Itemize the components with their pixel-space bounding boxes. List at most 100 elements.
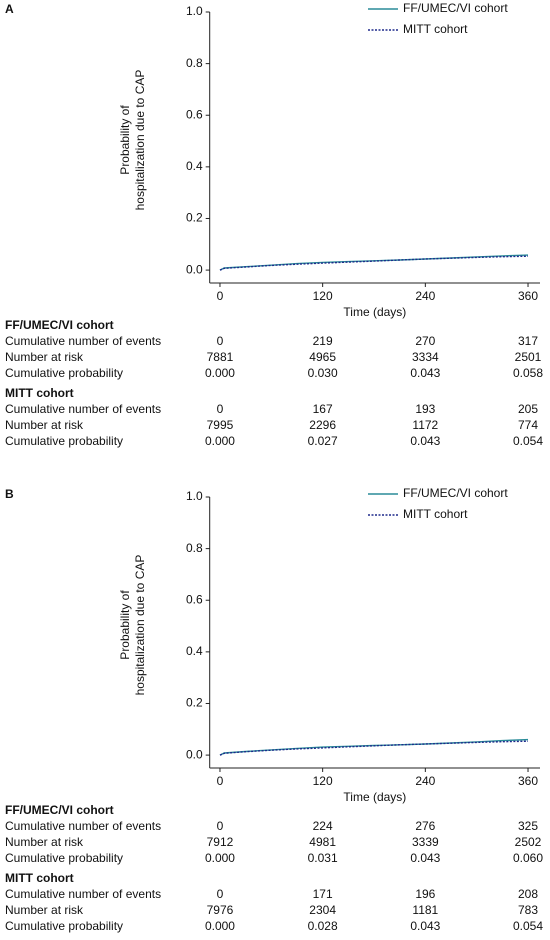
legend-label: MITT cohort	[403, 22, 468, 36]
table-cell: 171	[313, 887, 333, 901]
table-cell: 0	[217, 402, 224, 416]
table-cell: 3339	[412, 835, 439, 849]
km-curve	[219, 255, 529, 271]
table-group-title: MITT cohort	[5, 386, 74, 400]
y-tick-label: 1.0	[186, 489, 203, 503]
x-tick-label: 240	[415, 289, 435, 303]
table-cell: 783	[518, 903, 538, 917]
table-row-label: Cumulative number of events	[5, 334, 161, 348]
y-tick-label: 0.0	[186, 747, 203, 761]
x-tick-label: 360	[518, 289, 538, 303]
table-row-label: Number at risk	[5, 418, 84, 432]
x-tick-label: 0	[217, 774, 224, 788]
table-cell: 1172	[412, 418, 438, 432]
table-cell: 0.054	[513, 434, 543, 448]
table-cell: 0.043	[410, 919, 440, 933]
table-cell: 7912	[207, 835, 234, 849]
table-cell: 0.058	[513, 366, 543, 380]
table-cell: 2501	[515, 350, 542, 364]
table-cell: 4965	[309, 350, 336, 364]
table-cell: 2502	[515, 835, 542, 849]
y-tick-label: 0.0	[186, 262, 203, 276]
table-cell: 1181	[412, 903, 438, 917]
table-row-label: Cumulative probability	[5, 366, 123, 380]
table-cell: 276	[415, 819, 435, 833]
table-cell: 205	[518, 402, 538, 416]
table-cell: 196	[415, 887, 435, 901]
table-cell: 317	[518, 334, 538, 348]
y-axis-title: hospitalization due to CAP	[133, 555, 147, 696]
table-group-title: FF/UMEC/VI cohort	[5, 803, 114, 817]
table-cell: 0.043	[410, 851, 440, 865]
table-row-label: Cumulative probability	[5, 851, 123, 865]
legend-label: FF/UMEC/VI cohort	[403, 486, 508, 500]
table-cell: 0.000	[205, 434, 235, 448]
x-tick-label: 120	[313, 774, 333, 788]
table-cell: 0.000	[205, 366, 235, 380]
table-cell: 208	[518, 887, 538, 901]
table-cell: 0.000	[205, 851, 235, 865]
y-tick-label: 1.0	[186, 4, 203, 18]
table-cell: 7995	[207, 418, 234, 432]
table-cell: 2304	[309, 903, 336, 917]
table-row-label: Number at risk	[5, 350, 84, 364]
y-tick-label: 0.8	[186, 56, 203, 70]
table-cell: 7881	[207, 350, 234, 364]
table-cell: 270	[415, 334, 435, 348]
y-axis-title: Probability of	[118, 590, 132, 660]
table-group-title: FF/UMEC/VI cohort	[5, 318, 114, 332]
panel: B 0.0 0.2 0.4 0.6 0.8 1.0 0 120 240 360 Time (days)…	[5, 486, 543, 933]
table-cell: 0	[217, 819, 224, 833]
y-tick-label: 0.6	[186, 107, 203, 121]
table-row-label: Cumulative number of events	[5, 402, 161, 416]
y-tick-label: 0.4	[186, 159, 203, 173]
table-cell: 0.030	[308, 366, 338, 380]
legend-label: MITT cohort	[403, 507, 468, 521]
table-cell: 774	[518, 418, 538, 432]
table-cell: 0.031	[308, 851, 338, 865]
panel-label: A	[5, 2, 14, 16]
y-tick-label: 0.2	[186, 211, 203, 225]
table-cell: 0.028	[308, 919, 338, 933]
table-row-label: Cumulative number of events	[5, 887, 161, 901]
legend-label: FF/UMEC/VI cohort	[403, 1, 508, 15]
km-curve	[219, 740, 529, 756]
panel-label: B	[5, 487, 14, 501]
table-cell: 193	[415, 402, 435, 416]
table-cell: 0.043	[410, 366, 440, 380]
table-cell: 167	[313, 402, 333, 416]
table-cell: 0	[217, 887, 224, 901]
km-curve	[219, 738, 529, 756]
table-row-label: Cumulative probability	[5, 919, 123, 933]
km-curve	[219, 254, 529, 271]
y-tick-label: 0.2	[186, 696, 203, 710]
x-axis-title: Time (days)	[343, 790, 406, 804]
table-cell: 3334	[412, 350, 439, 364]
table-cell: 0.043	[410, 434, 440, 448]
y-tick-label: 0.6	[186, 592, 203, 606]
table-cell: 7976	[207, 903, 234, 917]
table-group-title: MITT cohort	[5, 871, 74, 885]
table-cell: 4981	[309, 835, 336, 849]
table-cell: 2296	[309, 418, 336, 432]
y-axis-title: Probability of	[118, 105, 132, 175]
y-tick-label: 0.8	[186, 541, 203, 555]
panel: A 0.0 0.2 0.4 0.6 0.8 1.0 0 120 240 360 Time (days)…	[5, 1, 543, 448]
table-cell: 0.027	[308, 434, 338, 448]
table-row-label: Number at risk	[5, 835, 84, 849]
x-tick-label: 120	[313, 289, 333, 303]
y-tick-label: 0.4	[186, 644, 203, 658]
y-axis-title: hospitalization due to CAP	[133, 70, 147, 211]
table-row-label: Number at risk	[5, 903, 84, 917]
table-row-label: Cumulative probability	[5, 434, 123, 448]
x-tick-label: 240	[415, 774, 435, 788]
table-cell: 0.054	[513, 919, 543, 933]
table-cell: 0.060	[513, 851, 543, 865]
table-cell: 219	[313, 334, 333, 348]
x-tick-label: 360	[518, 774, 538, 788]
table-cell: 325	[518, 819, 538, 833]
table-row-label: Cumulative number of events	[5, 819, 161, 833]
table-cell: 224	[313, 819, 333, 833]
